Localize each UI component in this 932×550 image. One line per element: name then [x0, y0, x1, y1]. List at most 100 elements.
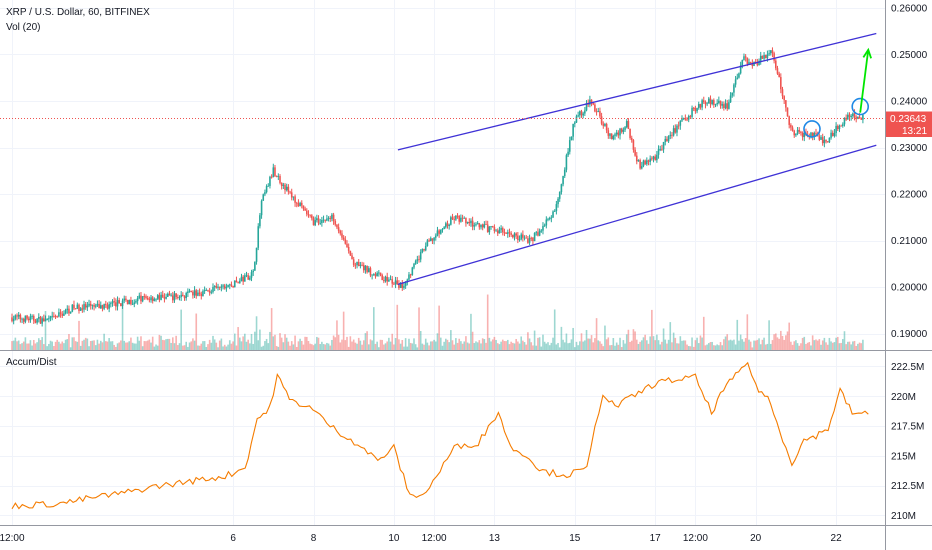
- candle-body: [213, 286, 216, 288]
- volume-bar: [632, 329, 635, 350]
- candle-body: [31, 315, 33, 317]
- volume-bar: [319, 344, 321, 350]
- drawings[interactable]: [0, 32, 885, 285]
- volume-bar: [274, 334, 276, 350]
- candle-body: [58, 312, 60, 317]
- candle-body: [460, 217, 462, 222]
- channel-lower-line: [397, 144, 877, 285]
- candle-body: [743, 56, 745, 60]
- volume-bar: [532, 345, 534, 350]
- volume-bar: [604, 325, 606, 350]
- candle-body: [76, 304, 79, 309]
- volume-bar: [259, 329, 261, 350]
- volume-bar: [66, 339, 69, 350]
- candle-body: [27, 318, 30, 321]
- candle-body: [302, 205, 305, 209]
- volume-legend[interactable]: Vol (20): [6, 22, 40, 33]
- candle-body: [533, 232, 536, 242]
- candle-body: [527, 238, 529, 243]
- candle-body: [274, 167, 276, 176]
- candle-body: [518, 239, 521, 241]
- candle-body: [270, 176, 273, 178]
- volume-bar: [111, 341, 114, 350]
- volume-bar: [202, 341, 204, 350]
- candle-body: [346, 243, 348, 247]
- volume-bar: [252, 343, 254, 350]
- volume-bar: [743, 341, 745, 350]
- volume-bar: [207, 344, 209, 350]
- candle-body: [295, 202, 298, 204]
- volume-bar: [260, 346, 263, 350]
- volume-bar: [495, 339, 497, 350]
- candle-body: [311, 215, 313, 219]
- volume-bar: [746, 314, 749, 350]
- volume-bar: [676, 343, 678, 350]
- volume-bar: [490, 341, 492, 350]
- price-axis[interactable]: 0.26000 0.25000 0.24000 0.23000 0.22000 0.210…: [891, 3, 928, 340]
- volume-bar: [163, 340, 166, 350]
- candle-body: [86, 305, 89, 308]
- volume-bar: [297, 341, 300, 350]
- volume-bar: [823, 337, 826, 350]
- volume-bar: [428, 345, 430, 350]
- volume-bar: [697, 343, 700, 350]
- candle-body: [337, 227, 340, 231]
- volume-bar: [465, 336, 467, 350]
- candle-body: [431, 238, 434, 241]
- candle-body: [480, 224, 482, 228]
- candle-body: [32, 315, 35, 321]
- volume-bar: [473, 343, 476, 350]
- volume-bar: [635, 339, 638, 350]
- candle-body: [512, 234, 514, 238]
- candle-body: [352, 259, 355, 265]
- volume-bar: [183, 345, 186, 350]
- volume-bar: [553, 309, 556, 350]
- volume-bar: [89, 340, 92, 350]
- volume-bar: [269, 331, 271, 350]
- volume-bar: [739, 334, 742, 350]
- candle-body: [125, 298, 127, 301]
- candle-body: [488, 226, 491, 233]
- symbol-title[interactable]: XRP / U.S. Dollar, 60, BITFINEX: [6, 7, 150, 18]
- candle-body: [520, 234, 522, 240]
- candle-body: [68, 308, 70, 314]
- candle-body: [471, 220, 474, 227]
- candle-body: [615, 132, 618, 135]
- candle-body: [239, 280, 241, 284]
- candle-body: [131, 304, 134, 305]
- volume-bar: [748, 339, 750, 350]
- volume-bar: [76, 341, 79, 350]
- volume-bar: [433, 339, 435, 350]
- indicator-legend[interactable]: Accum/Dist: [6, 357, 57, 368]
- candle-body: [758, 60, 760, 66]
- volume-bar: [821, 340, 824, 350]
- candle-body: [485, 224, 487, 225]
- accum-dist-axis[interactable]: 222.5M 220M 217.5M 215M 212.5M 210M: [891, 362, 924, 522]
- time-axis[interactable]: 12:00 6 8 10 12:00 13 15 17 12:00 20 22: [0, 533, 842, 544]
- candle-body: [548, 218, 551, 219]
- candle-body: [198, 292, 201, 294]
- volume-bar: [641, 340, 643, 350]
- volume-bar: [105, 341, 107, 350]
- volume-bar: [83, 339, 85, 350]
- volume-bar: [568, 342, 571, 350]
- volume-bar: [247, 339, 249, 350]
- volume-bar: [723, 339, 725, 350]
- volume-bar: [605, 339, 608, 350]
- volume-bar: [838, 343, 841, 350]
- candle-body: [148, 299, 151, 301]
- volume-bar: [242, 336, 244, 350]
- candle-body: [847, 114, 849, 120]
- volume-bar: [352, 339, 355, 350]
- volume-bar: [389, 341, 392, 350]
- volume-bar: [309, 343, 311, 350]
- volume-bar: [250, 333, 253, 350]
- volume-bar: [840, 342, 842, 350]
- volume-bar: [575, 341, 578, 350]
- volume-bar: [528, 338, 531, 350]
- candle-body: [763, 55, 765, 59]
- volume-bar: [781, 335, 784, 350]
- candle-body: [294, 196, 296, 203]
- volume-bar: [434, 341, 437, 350]
- candle-body: [607, 130, 610, 136]
